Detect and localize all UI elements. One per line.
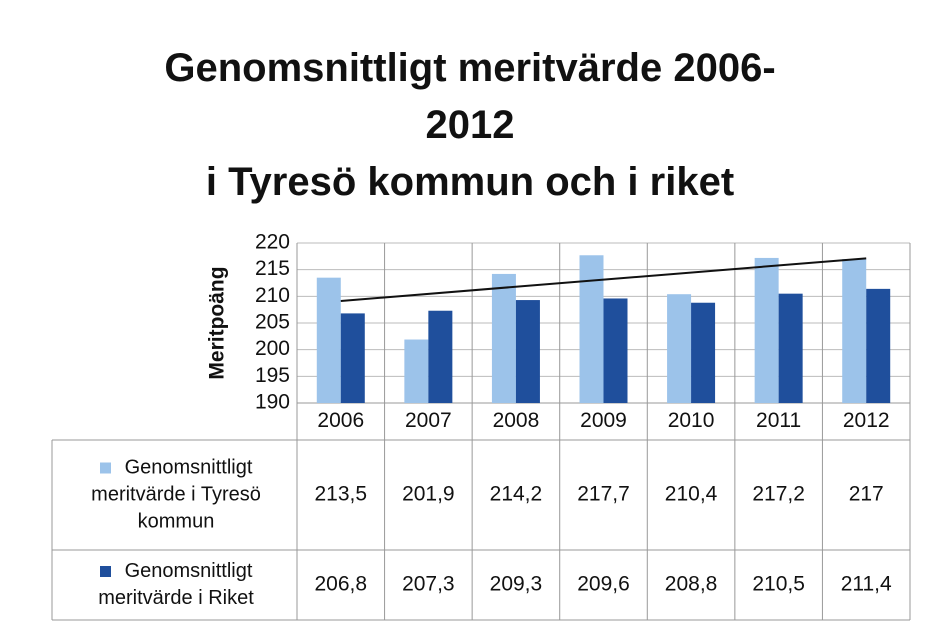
legend-entry: Genomsnittligt meritvärde i Riket (60, 558, 292, 612)
bar (340, 313, 365, 403)
legend-swatch (99, 462, 111, 474)
y-axis-label: Meritpoäng (206, 266, 229, 379)
chart-title: Genomsnittligt meritvärde 2006- 2012 i T… (164, 46, 776, 204)
trendline (340, 257, 867, 302)
bar (316, 277, 341, 403)
table-value: 217,7 (577, 483, 630, 506)
table-value: 214,2 (490, 483, 543, 506)
table-value: 210,5 (752, 573, 805, 596)
table-value: 201,9 (402, 483, 455, 506)
x-tick-label: 2007 (405, 409, 452, 432)
bar (691, 302, 716, 403)
table-value: 206,8 (315, 573, 368, 596)
y-tick-label: 205 (255, 311, 290, 334)
bar (515, 300, 540, 403)
bar (667, 294, 692, 403)
bar (404, 339, 429, 403)
legend-label: Genomsnittligt meritvärde i Tyresö kommu… (91, 456, 261, 533)
x-tick-label: 2006 (317, 409, 364, 432)
bar (603, 298, 628, 403)
y-tick-label: 220 (255, 231, 290, 254)
table-value: 209,3 (490, 573, 543, 596)
x-tick-label: 2008 (493, 409, 540, 432)
table-value: 210,4 (665, 483, 718, 506)
table-value: 209,6 (577, 573, 630, 596)
table-value: 211,4 (841, 573, 892, 596)
bar (778, 293, 803, 403)
table-value: 217,2 (752, 483, 805, 506)
y-tick-label: 195 (255, 364, 290, 387)
x-tick-label: 2011 (756, 409, 801, 432)
table-value: 207,3 (402, 573, 455, 596)
legend-label: Genomsnittligt meritvärde i Riket (98, 560, 254, 609)
legend-swatch (99, 566, 111, 577)
table-value: 208,8 (665, 573, 718, 596)
table-value: 217 (849, 483, 884, 506)
y-tick-label: 210 (255, 284, 290, 307)
bar (428, 310, 453, 403)
x-tick-label: 2009 (580, 409, 627, 432)
table-value: 213,5 (315, 483, 368, 506)
bar (754, 257, 779, 403)
legend-entry: Genomsnittligt meritvärde i Tyresö kommu… (60, 455, 292, 536)
x-tick-label: 2010 (668, 409, 715, 432)
y-tick-label: 190 (255, 391, 290, 414)
bar (866, 288, 891, 403)
x-tick-label: 2012 (843, 409, 890, 432)
bar (491, 273, 516, 403)
y-tick-label: 200 (255, 337, 290, 360)
bar (842, 259, 867, 403)
y-tick-label: 215 (255, 257, 290, 280)
bar (579, 255, 604, 403)
